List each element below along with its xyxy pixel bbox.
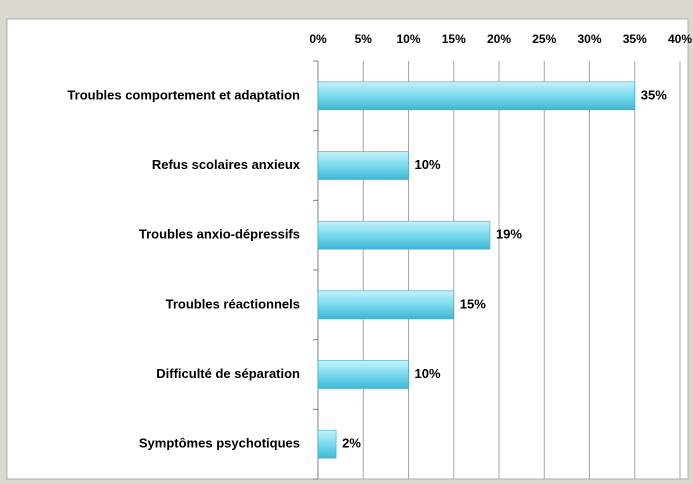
y-tick-label: Refus scolaires anxieux — [152, 157, 301, 172]
bar — [317, 290, 455, 320]
bar — [317, 360, 409, 389]
data-label: 10% — [415, 366, 441, 381]
bar — [317, 81, 636, 111]
x-tick-label: 15% — [442, 32, 466, 46]
data-label: 35% — [641, 87, 667, 102]
y-tick-label: Troubles réactionnels — [166, 296, 300, 311]
bar — [317, 220, 491, 250]
x-tick-label: 25% — [532, 32, 556, 46]
bar — [317, 151, 409, 180]
data-label: 10% — [415, 157, 441, 172]
data-label: 15% — [460, 296, 486, 311]
x-tick-label: 20% — [487, 32, 511, 46]
data-label: 2% — [342, 436, 361, 451]
x-tick-label: 30% — [577, 32, 601, 46]
data-label: 19% — [496, 227, 522, 242]
y-tick-label: Troubles anxio-dépressifs — [139, 227, 300, 242]
x-tick-label: 0% — [309, 32, 327, 46]
y-tick-label: Difficulté de séparation — [156, 366, 300, 381]
x-tick-label: 35% — [623, 32, 647, 46]
bar — [317, 429, 337, 459]
y-tick-label: Symptômes psychotiques — [139, 436, 300, 451]
x-tick-label: 10% — [396, 32, 420, 46]
x-tick-label: 5% — [355, 32, 373, 46]
x-tick-label: 40% — [668, 32, 692, 46]
y-tick-label: Troubles comportement et adaptation — [67, 87, 300, 102]
